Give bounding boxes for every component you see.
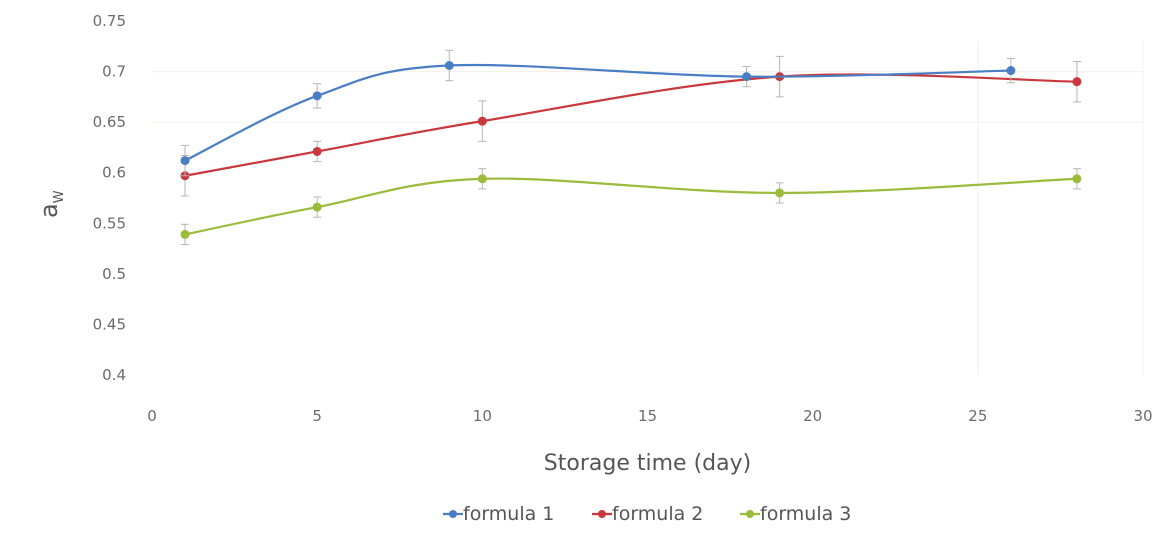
- legend-item-formula-1: formula 1: [443, 503, 554, 525]
- x-tick-label: 25: [968, 407, 987, 425]
- x-axis-label: Storage time (day): [544, 451, 751, 476]
- data-point: [312, 91, 322, 101]
- legend-label: formula 2: [612, 503, 703, 525]
- x-tick-label: 30: [1133, 407, 1152, 425]
- series-line: [184, 63, 1011, 162]
- data-point: [180, 156, 190, 166]
- data-point: [742, 72, 752, 82]
- series-line: [184, 73, 1077, 177]
- data-point: [1006, 66, 1016, 76]
- data-point: [312, 202, 322, 212]
- data-point: [1072, 77, 1082, 87]
- y-tick-label: 0.4: [102, 366, 126, 384]
- x-tick-label: 15: [638, 407, 657, 425]
- data-point: [477, 116, 487, 126]
- x-tick-label: 5: [312, 407, 322, 425]
- series-formula-1: [180, 49, 1016, 177]
- y-axis-label-main: a: [35, 203, 63, 218]
- series-formula-3: [180, 168, 1082, 246]
- y-tick-label: 0.7: [102, 63, 126, 81]
- y-tick-label: 0.65: [93, 113, 126, 131]
- legend-item-formula-2: formula 2: [592, 503, 703, 525]
- axes: 0.4 0.45 0.5 0.55 0.6 0.65 0.7 0.75 0 5 10 15 20 25 30: [93, 12, 1153, 425]
- series-layer: [180, 49, 1082, 246]
- legend-label: formula 3: [760, 503, 851, 525]
- y-axis-label: aW: [35, 190, 67, 218]
- x-tick-label: 10: [473, 407, 492, 425]
- data-point: [775, 188, 785, 198]
- x-tick-label: 0: [147, 407, 157, 425]
- y-tick-label: 0.6: [102, 164, 126, 182]
- y-tick-label: 0.5: [102, 265, 126, 283]
- series-line: [184, 177, 1077, 236]
- legend-item-formula-3: formula 3: [740, 503, 851, 525]
- data-point: [1072, 174, 1082, 184]
- data-point: [180, 229, 190, 239]
- y-axis-label-subscript: W: [52, 190, 67, 203]
- axis-labels: Storage time (day) aW: [35, 190, 751, 476]
- y-tick-label: 0.75: [93, 12, 126, 30]
- legend-marker: [449, 510, 457, 518]
- series-formula-2: [180, 55, 1082, 197]
- legend-marker: [746, 510, 754, 518]
- data-point: [312, 146, 322, 156]
- legend: formula 1 formula 2 formula 3: [443, 503, 851, 525]
- x-tick-label: 20: [803, 407, 822, 425]
- legend-marker: [598, 510, 606, 518]
- data-point: [444, 61, 454, 71]
- y-tick-label: 0.45: [93, 315, 126, 333]
- data-point: [477, 174, 487, 184]
- y-tick-label: 0.55: [93, 214, 126, 232]
- legend-label: formula 1: [463, 503, 554, 525]
